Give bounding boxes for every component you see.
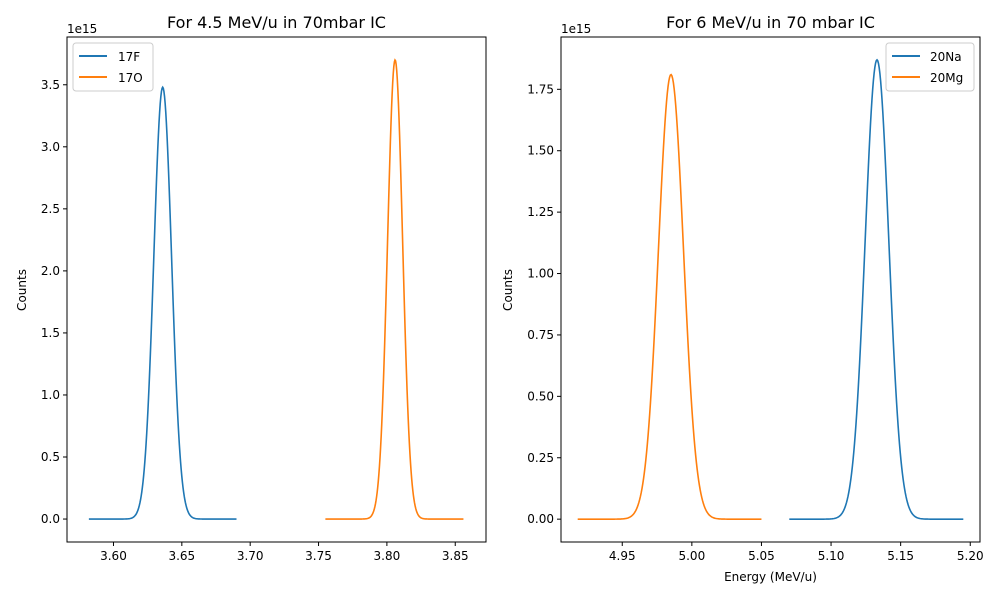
right-series-20mg: [577, 73, 762, 520]
left-y-tick-label: 1.5: [41, 326, 60, 340]
left-axes-frame: [66, 36, 487, 543]
right-legend-label-20mg: 20Mg: [930, 71, 963, 85]
left-y-tick-label: 0.5: [41, 450, 60, 464]
left-x-tick-label: 3.65: [168, 549, 195, 563]
left-ticks-layer: 3.60 3.65 3.70 3.75 3.80 3.85 0.0 0.5 1.0 1.5 2.0 2…: [41, 78, 469, 563]
right-y-tick-label: 1.25: [527, 205, 554, 219]
left-x-tick-label: 3.80: [374, 549, 401, 563]
left-series-layer: [88, 58, 464, 520]
right-y-tick-label: 1.00: [527, 267, 554, 281]
left-y-tick-label: 2.0: [41, 264, 60, 278]
right-legend-label-20na: 20Na: [930, 50, 962, 64]
right-x-tick-label: 5.00: [678, 549, 705, 563]
right-x-tick-label: 5.20: [957, 549, 984, 563]
right-x-tick-label: 5.10: [818, 549, 845, 563]
right-series-layer: [577, 58, 964, 520]
right-y-axis-label: Counts: [501, 269, 515, 311]
right-legend: 20Na 20Mg: [885, 42, 975, 92]
left-x-tick-label: 3.70: [237, 549, 264, 563]
left-y-tick-label: 1.0: [41, 388, 60, 402]
right-x-tick-label: 5.05: [748, 549, 775, 563]
right-y-offset-label: 1e15: [561, 22, 591, 36]
right-y-tick-label: 0.25: [527, 451, 554, 465]
left-y-tick-label: 3.0: [41, 140, 60, 154]
left-subplot: For 4.5 MeV/u in 70mbar IC 1e15 Counts 3…: [15, 13, 487, 563]
right-y-tick-label: 0.50: [527, 389, 554, 403]
left-x-tick-label: 3.75: [305, 549, 332, 563]
right-ticks-layer: 4.95 5.00 5.05 5.10 5.15 5.20 0.00 0.25 0.50 0.75…: [527, 82, 983, 563]
left-x-tick-label: 3.85: [442, 549, 469, 563]
right-chart-title: For 6 MeV/u in 70 mbar IC: [666, 13, 875, 32]
right-y-tick-label: 0.00: [527, 512, 554, 526]
right-x-tick-label: 4.95: [609, 549, 636, 563]
left-legend: 17F 17O: [72, 42, 154, 92]
left-y-tick-label: 3.5: [41, 78, 60, 92]
right-subplot: For 6 MeV/u in 70 mbar IC 1e15 Counts En…: [501, 13, 984, 584]
left-legend-label-17o: 17O: [118, 71, 143, 85]
left-y-offset-label: 1e15: [67, 22, 97, 36]
left-y-tick-label: 0.0: [41, 512, 60, 526]
left-chart-title: For 4.5 MeV/u in 70mbar IC: [167, 13, 386, 32]
right-y-tick-label: 0.75: [527, 328, 554, 342]
right-series-20na: [789, 58, 964, 520]
left-legend-label-17f: 17F: [118, 50, 140, 64]
right-y-tick-label: 1.75: [527, 82, 554, 96]
left-y-tick-label: 2.5: [41, 202, 60, 216]
right-x-axis-label: Energy (MeV/u): [724, 570, 817, 584]
left-series-17f: [88, 85, 237, 520]
right-y-tick-label: 1.50: [527, 144, 554, 158]
right-axes-frame: [560, 36, 981, 543]
left-y-axis-label: Counts: [15, 269, 29, 311]
right-x-tick-label: 5.15: [887, 549, 914, 563]
left-series-17o: [325, 58, 464, 520]
left-x-tick-label: 3.60: [100, 549, 127, 563]
